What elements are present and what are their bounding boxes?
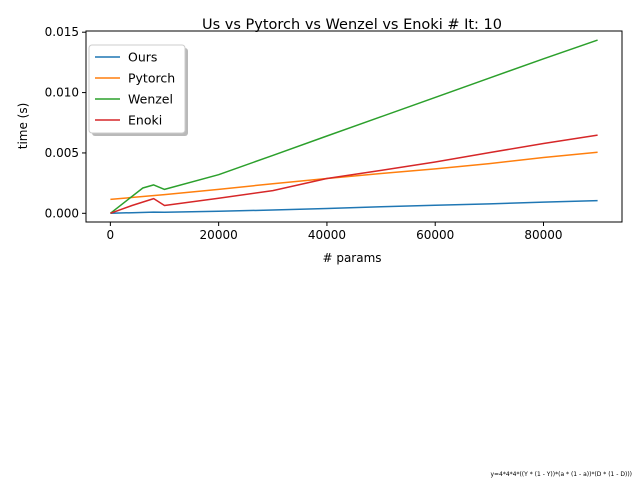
x-axis: 0 20000 40000 60000 80000 xyxy=(107,222,563,242)
y-axis: 0.000 0.005 0.010 0.015 xyxy=(45,25,86,220)
chart-title: Us vs Pytorch vs Wenzel vs Enoki # It: 1… xyxy=(202,17,502,33)
x-axis-label: # params xyxy=(322,251,381,265)
plot-area-frame xyxy=(85,30,623,223)
legend-label-enoki: Enoki xyxy=(128,113,162,128)
x-tick-label: 40000 xyxy=(308,228,346,242)
series-line-enoki xyxy=(110,134,598,215)
x-tick-label: 20000 xyxy=(200,228,238,242)
formula-footnote: y=4*4*4*((Y * (1 - Y))*(a * (1 - a))*(D … xyxy=(490,471,632,478)
x-tick-label: 0 xyxy=(107,228,115,242)
legend: Ours Pytorch Wenzel Enoki xyxy=(88,44,188,136)
x-tick-label: 80000 xyxy=(524,228,562,242)
series-line-wenzel xyxy=(109,39,598,214)
series-layer xyxy=(109,39,598,215)
y-tick-label: 0.015 xyxy=(45,25,79,39)
x-tick-label: 60000 xyxy=(416,228,454,242)
y-tick-label: 0.010 xyxy=(45,86,79,100)
y-tick-label: 0.005 xyxy=(45,146,79,160)
legend-box xyxy=(88,44,186,134)
legend-label-wenzel: Wenzel xyxy=(128,92,173,107)
y-axis-label: time (s) xyxy=(16,103,30,150)
series-line-pytorch xyxy=(110,151,598,201)
legend-label-ours: Ours xyxy=(128,50,157,65)
y-tick-label: 0.000 xyxy=(45,206,79,220)
series-line-ours xyxy=(110,199,598,215)
legend-label-pytorch: Pytorch xyxy=(128,71,175,86)
